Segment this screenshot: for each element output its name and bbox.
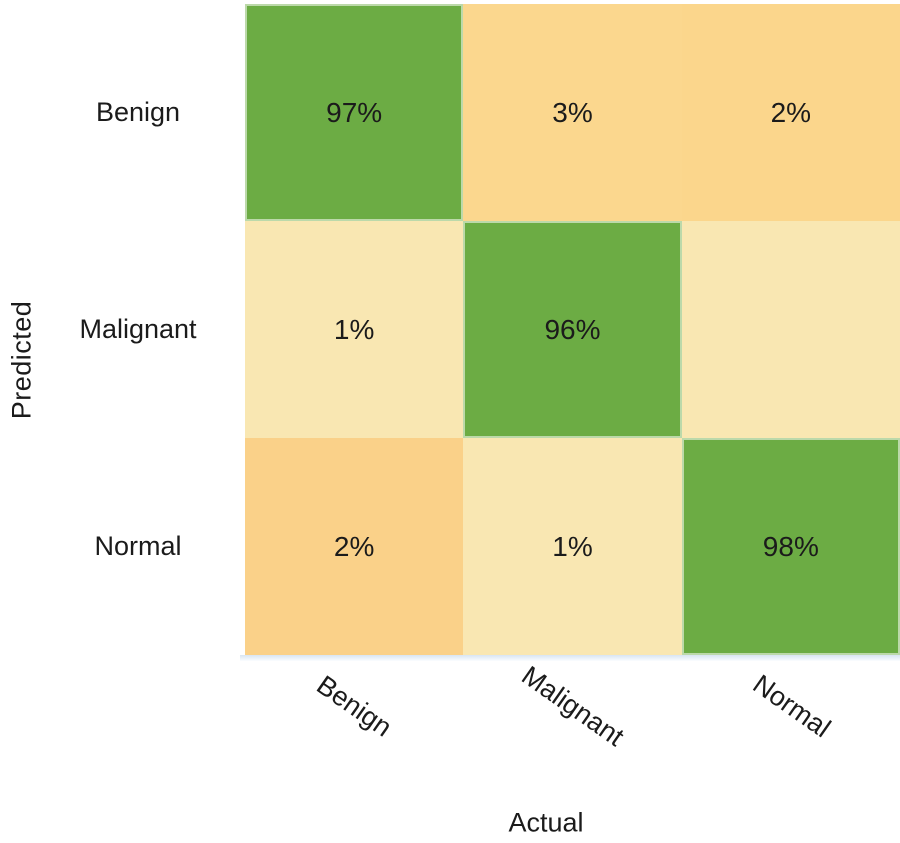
cell-normal-benign: 2% — [245, 438, 464, 655]
cell-benign-malignant: 3% — [463, 4, 682, 221]
cell-normal-normal: 98% — [681, 438, 900, 655]
row-label-benign: Benign — [95, 97, 181, 127]
col-label-text: Benign — [311, 669, 398, 742]
cell-benign-normal: 2% — [681, 4, 900, 221]
cell-malignant-benign: 1% — [245, 221, 464, 438]
cell-malignant-malignant: 96% — [463, 221, 682, 438]
cell-normal-malignant: 1% — [463, 438, 682, 655]
x-axis-label: Actual — [508, 807, 584, 838]
row-label-normal: Normal — [94, 531, 182, 561]
grid-bottom-edge — [240, 655, 900, 661]
col-label-normal: Normal — [682, 658, 900, 754]
y-axis-label: Predicted — [6, 300, 37, 420]
col-label-text: Normal — [747, 668, 837, 743]
cell-benign-benign: 97% — [245, 4, 464, 221]
row-label-malignant: Malignant — [79, 314, 197, 344]
col-label-benign: Benign — [245, 658, 464, 754]
cell-malignant-normal — [681, 221, 900, 438]
matrix-grid: 97% 3% 2% 1% 96% 2% 1% 98% — [245, 4, 900, 655]
col-label-malignant: Malignant — [463, 658, 682, 754]
col-label-text: Malignant — [516, 659, 630, 752]
